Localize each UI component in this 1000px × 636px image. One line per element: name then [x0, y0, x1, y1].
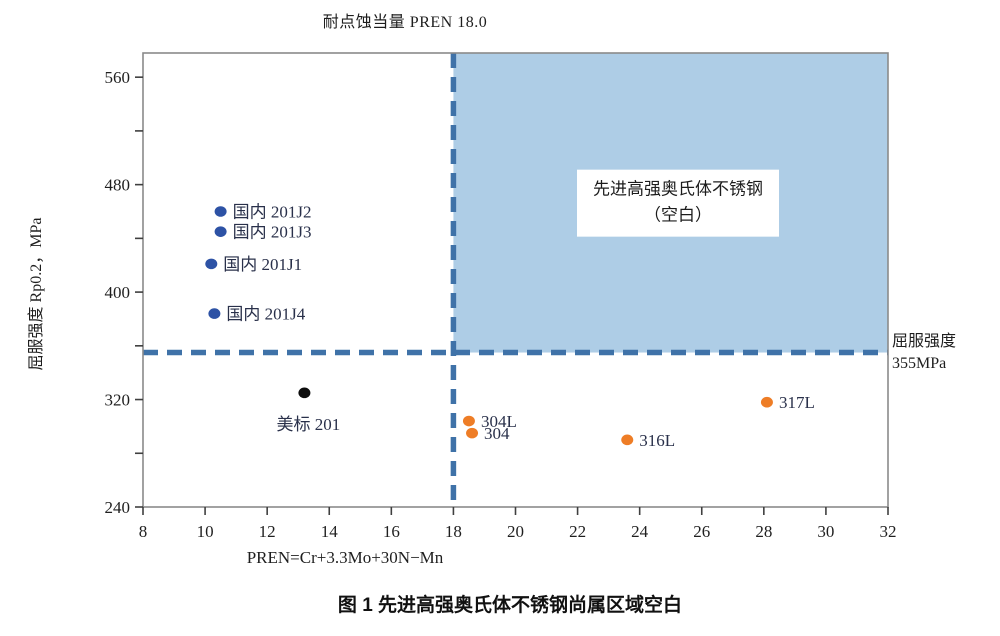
x-tick-label: 30 [817, 522, 834, 541]
data-point-国内-201J2 [214, 206, 227, 217]
x-tick-label: 12 [259, 522, 276, 541]
point-label-304L: 304L [481, 412, 517, 431]
y-tick-label: 400 [105, 283, 131, 302]
x-tick-label: 22 [569, 522, 586, 541]
chart-title: 耐点蚀当量 PREN 18.0 [322, 14, 488, 31]
x-tick-label: 8 [139, 522, 148, 541]
data-point-国内-201J3 [214, 226, 227, 237]
data-point-317L [760, 396, 773, 408]
data-point-国内-201J4 [208, 308, 221, 319]
y-tick-label: 560 [105, 68, 131, 87]
x-tick-label: 16 [383, 522, 400, 541]
x-tick-label: 10 [197, 522, 214, 541]
threshold-label-line2: 355MPa [892, 354, 947, 372]
point-label-国内-201J2: 国内 201J2 [233, 202, 312, 221]
point-label-美标-201: 美标 201 [277, 415, 341, 434]
x-tick-label: 32 [880, 522, 897, 541]
point-label-国内-201J3: 国内 201J3 [233, 223, 312, 242]
data-point-304L [462, 415, 475, 427]
region-annotation-line2: （空白） [644, 206, 712, 225]
y-tick-label: 480 [105, 176, 131, 195]
x-tick-label: 24 [631, 522, 649, 541]
x-tick-label: 26 [693, 522, 710, 541]
y-tick-label: 240 [105, 498, 131, 517]
data-point-美标-201 [298, 387, 311, 399]
region-annotation-line1: 先进高强奥氏体不锈钢 [593, 179, 763, 199]
region-annotation: 先进高强奥氏体不锈钢 （空白） [577, 169, 779, 237]
x-tick-label: 20 [507, 522, 524, 541]
x-tick-label: 28 [755, 522, 772, 541]
data-point-304 [466, 427, 479, 439]
threshold-label: 屈服强度 355MPa [892, 331, 956, 374]
y-tick-label: 320 [105, 391, 131, 410]
point-label-316L: 316L [639, 431, 675, 450]
threshold-label-line1: 屈服强度 [892, 333, 957, 350]
point-label-国内-201J4: 国内 201J4 [226, 305, 305, 324]
data-point-国内-201J1 [205, 258, 218, 270]
y-axis-label: 屈服强度 Rp0.2，MPa [28, 217, 45, 371]
point-label-317L: 317L [779, 393, 815, 412]
point-label-304: 304 [484, 424, 510, 443]
x-tick-label: 14 [321, 522, 339, 541]
x-axis-label: PREN=Cr+3.3Mo+30N−Mn [246, 548, 444, 567]
data-point-316L [621, 434, 634, 446]
point-label-国内-201J1: 国内 201J1 [223, 255, 302, 274]
x-tick-label: 18 [445, 522, 462, 541]
figure-caption: 图 1 先进高强奥氏体不锈钢尚属区域空白 [337, 595, 683, 616]
